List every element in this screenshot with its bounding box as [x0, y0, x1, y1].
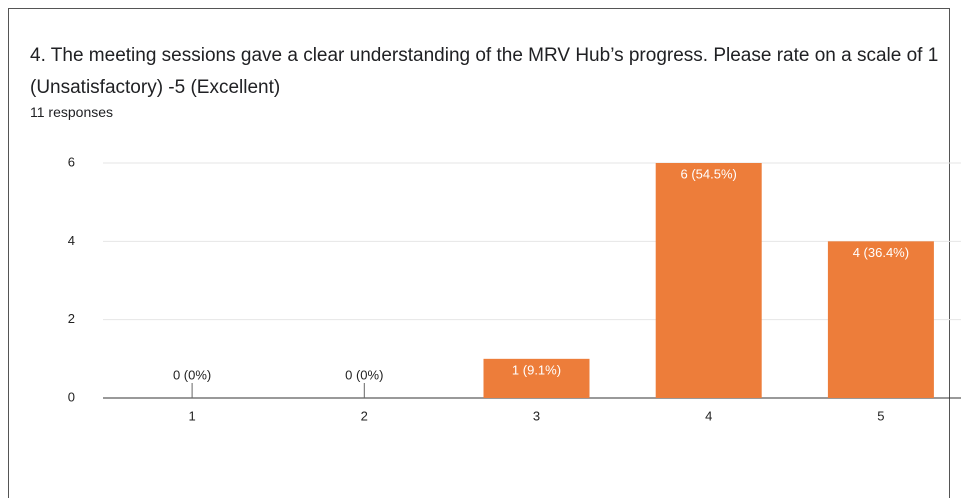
x-tick-label: 2 [361, 408, 368, 423]
data-label: 0 (0%) [173, 367, 211, 382]
bar [827, 241, 934, 398]
bar [483, 358, 590, 398]
question-title: 4. The meeting sessions gave a clear und… [30, 45, 939, 98]
data-label: 1 (9.1%) [512, 362, 561, 377]
x-tick-label: 5 [877, 408, 884, 423]
bar [655, 163, 762, 398]
data-label: 4 (36.4%) [853, 245, 909, 260]
data-label: 0 (0%) [345, 367, 383, 382]
x-tick-label: 4 [705, 408, 712, 423]
card [8, 8, 950, 498]
y-tick-label: 6 [68, 154, 75, 169]
x-tick-label: 3 [533, 408, 540, 423]
y-tick-label: 2 [68, 311, 75, 326]
y-tick-label: 4 [68, 233, 75, 248]
data-label: 6 (54.5%) [681, 166, 737, 181]
y-tick-label: 0 [68, 389, 75, 404]
x-tick-label: 1 [188, 408, 195, 423]
response-count: 11 responses [30, 104, 114, 120]
